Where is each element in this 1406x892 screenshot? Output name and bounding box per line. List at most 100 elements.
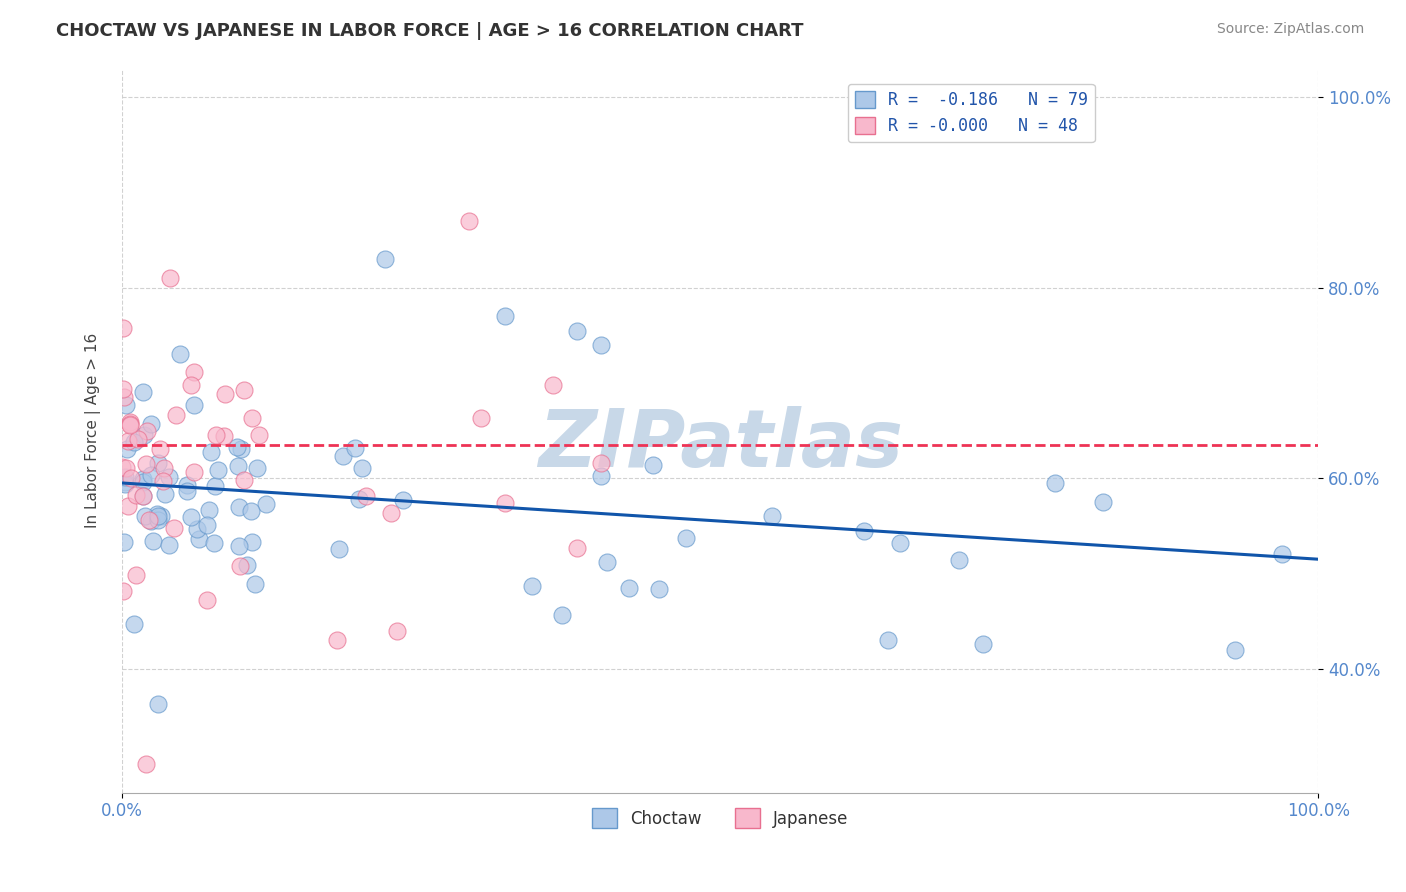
Point <box>374 252 396 266</box>
Point <box>226 440 249 454</box>
Point <box>240 411 263 425</box>
Point <box>122 617 145 632</box>
Point <box>155 487 177 501</box>
Point <box>1223 642 1246 657</box>
Point <box>214 386 236 401</box>
Point <box>332 449 354 463</box>
Point <box>229 442 252 457</box>
Point <box>169 347 191 361</box>
Point <box>761 509 783 524</box>
Point <box>187 533 209 547</box>
Y-axis label: In Labor Force | Age > 16: In Labor Force | Age > 16 <box>86 333 101 528</box>
Point <box>148 697 170 711</box>
Point <box>159 271 181 285</box>
Point <box>112 383 135 397</box>
Point <box>522 579 544 593</box>
Point <box>589 338 612 352</box>
Text: Source: ZipAtlas.com: Source: ZipAtlas.com <box>1216 22 1364 37</box>
Point <box>122 434 145 449</box>
Point <box>565 541 588 555</box>
Point <box>852 524 875 538</box>
Point <box>204 478 226 492</box>
Point <box>675 531 697 545</box>
Point <box>380 506 402 520</box>
Legend: Choctaw, Japanese: Choctaw, Japanese <box>585 801 855 835</box>
Point <box>233 473 256 487</box>
Point <box>149 442 172 457</box>
Text: ZIPatlas: ZIPatlas <box>537 406 903 484</box>
Point <box>157 538 180 552</box>
Point <box>229 559 252 574</box>
Point <box>176 483 198 498</box>
Point <box>228 500 250 514</box>
Point <box>146 456 169 470</box>
Point <box>648 582 671 597</box>
Point <box>152 475 174 489</box>
Point <box>195 518 218 533</box>
Point <box>111 583 134 598</box>
Point <box>494 496 516 510</box>
Point <box>392 493 415 508</box>
Point <box>1043 475 1066 490</box>
Point <box>186 522 208 536</box>
Point <box>326 633 349 648</box>
Point <box>132 472 155 486</box>
Point <box>125 488 148 502</box>
Point <box>494 310 516 324</box>
Point <box>183 365 205 379</box>
Point <box>180 377 202 392</box>
Point <box>205 427 228 442</box>
Point <box>138 513 160 527</box>
Point <box>115 460 138 475</box>
Point <box>148 509 170 524</box>
Point <box>228 539 250 553</box>
Point <box>146 507 169 521</box>
Point <box>589 456 612 470</box>
Point <box>120 471 142 485</box>
Text: CHOCTAW VS JAPANESE IN LABOR FORCE | AGE > 16 CORRELATION CHART: CHOCTAW VS JAPANESE IN LABOR FORCE | AGE… <box>56 22 804 40</box>
Point <box>132 489 155 503</box>
Point <box>596 555 619 569</box>
Point <box>183 398 205 412</box>
Point <box>135 458 157 472</box>
Point <box>115 442 138 456</box>
Point <box>180 510 202 524</box>
Point <box>114 475 136 489</box>
Point <box>349 491 371 506</box>
Point <box>948 553 970 567</box>
Point <box>139 417 162 431</box>
Point <box>254 497 277 511</box>
Point <box>115 398 138 412</box>
Point <box>1271 548 1294 562</box>
Point <box>240 534 263 549</box>
Point <box>246 460 269 475</box>
Point <box>387 624 409 638</box>
Point <box>132 384 155 399</box>
Point <box>239 504 262 518</box>
Point <box>112 534 135 549</box>
Point <box>877 632 900 647</box>
Point <box>114 476 136 491</box>
Point <box>176 478 198 492</box>
Point <box>212 429 235 443</box>
Point <box>132 427 155 442</box>
Point <box>1091 495 1114 509</box>
Point <box>157 470 180 484</box>
Point <box>163 521 186 535</box>
Point <box>228 459 250 474</box>
Point <box>165 408 187 422</box>
Point <box>236 558 259 572</box>
Point <box>198 503 221 517</box>
Point <box>117 434 139 449</box>
Point <box>135 757 157 772</box>
Point <box>328 542 350 557</box>
Point <box>124 567 146 582</box>
Point <box>141 514 163 528</box>
Point <box>127 433 149 447</box>
Point <box>135 424 157 438</box>
Point <box>354 489 377 503</box>
Point <box>200 444 222 458</box>
Point <box>458 214 481 228</box>
Point <box>132 475 155 490</box>
Point <box>118 418 141 433</box>
